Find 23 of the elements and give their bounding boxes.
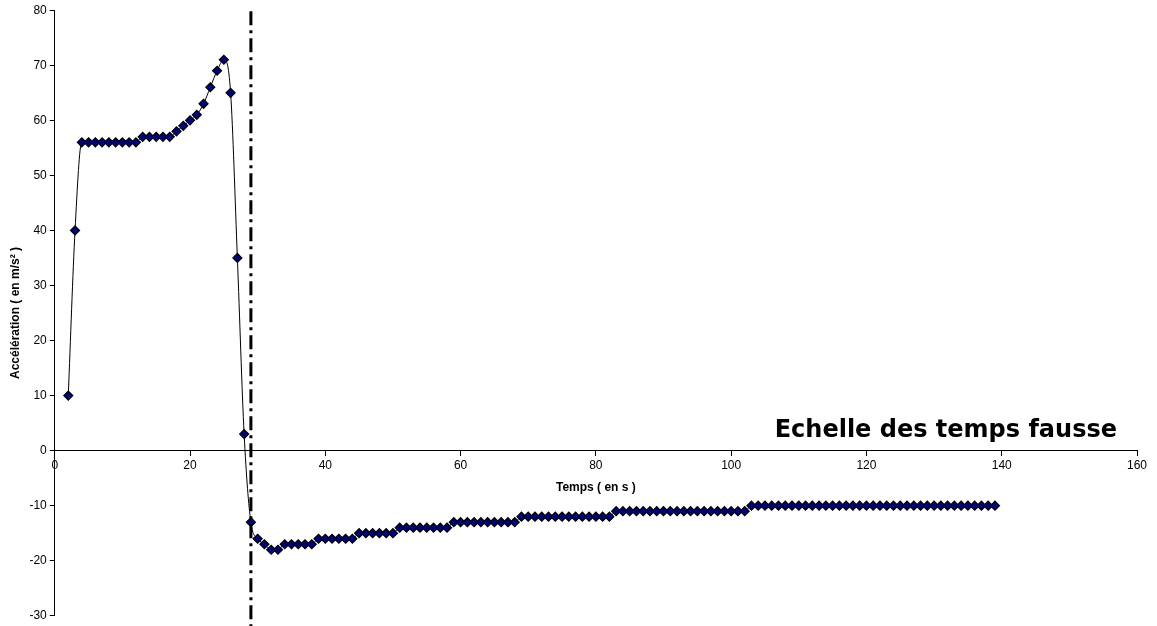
y-tick-label: 50 [33,167,48,182]
y-tick-label: 40 [33,222,48,237]
y-tick-label: 60 [33,112,48,127]
x-tick-label: 140 [991,458,1013,473]
y-tick-label: 70 [33,57,48,72]
x-tick-label: 160 [1126,458,1148,473]
y-tick-label: 30 [33,277,48,292]
y-tick-label: 20 [33,332,48,347]
y-tick-label: -10 [29,498,48,512]
x-tick-label: 20 [183,458,198,473]
y-tick-label: -30 [29,608,48,623]
x-axis-title: Temps ( en s ) [555,479,636,494]
y-tick-label: 0 [40,442,48,457]
y-axis-title: Accélération ( en m/s² ) [7,246,22,380]
annotation: Echelle des temps fausse [774,414,1117,443]
x-tick-label: 120 [856,458,877,473]
y-tick-label: 80 [33,2,48,17]
x-tick-label: 80 [589,458,603,473]
x-tick-label: 100 [721,458,742,473]
x-tick-label: 40 [318,458,333,473]
y-tick-label: -20 [29,553,48,568]
y-tick-label: 10 [33,387,48,402]
x-tick-label: 60 [453,458,468,473]
